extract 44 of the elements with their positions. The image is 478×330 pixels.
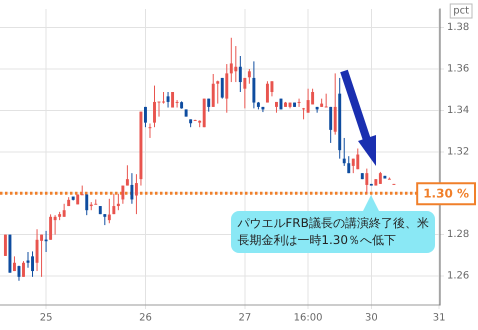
- candlestick: [280, 98, 282, 110]
- candlestick: [356, 148, 360, 170]
- y-tick-label: 1.28: [447, 229, 470, 240]
- candlestick: [112, 193, 116, 215]
- candlestick: [365, 168, 368, 194]
- candlestick: [238, 55, 242, 93]
- y-tick-label: 1.32: [447, 146, 470, 158]
- candlestick: [130, 172, 134, 204]
- candlestick: [44, 230, 48, 253]
- candlestick: [144, 106, 147, 128]
- candlestick: [378, 171, 382, 184]
- x-tick-label: 30: [364, 312, 378, 324]
- candlestick: [207, 98, 210, 112]
- x-tick-label: 25: [40, 312, 52, 324]
- candlestick: [248, 68, 251, 84]
- y-tick-label: 1.26: [447, 270, 470, 282]
- candlestick: [36, 228, 39, 272]
- y-tick-label: 1.36: [447, 64, 470, 75]
- candlestick: [166, 92, 170, 108]
- candlestick: [171, 92, 174, 108]
- candlestick: [329, 106, 332, 144]
- y-tick-label: 1.38: [447, 22, 470, 34]
- candlestick: [121, 185, 124, 204]
- candlestick: [12, 256, 16, 272]
- candlestick: [298, 98, 301, 108]
- candlestick: [126, 164, 129, 186]
- x-tick-label: 26: [139, 312, 152, 324]
- x-tick-label: 27: [238, 312, 252, 324]
- candlestick: [22, 260, 25, 278]
- x-tick-label: 16:00: [294, 312, 323, 324]
- candlestick: [49, 214, 52, 240]
- candlestick: [148, 122, 152, 138]
- candlestick: [243, 77, 246, 109]
- ref-line-label: 1.30 %: [423, 186, 469, 200]
- x-tick-label: 31: [432, 312, 446, 324]
- candlestick: [134, 174, 138, 215]
- y-axis-title: pct: [453, 6, 470, 17]
- candlestick: [103, 214, 106, 226]
- annotation: パウエルFRB議長の講演終了後、米長期金利は一時1.30％へ低下: [237, 216, 429, 248]
- candlestick: [18, 265, 20, 282]
- y-tick-label: 1.34: [447, 105, 470, 116]
- candlestick: [108, 198, 111, 224]
- candlestick: [4, 234, 7, 256]
- candlestick: [234, 46, 238, 83]
